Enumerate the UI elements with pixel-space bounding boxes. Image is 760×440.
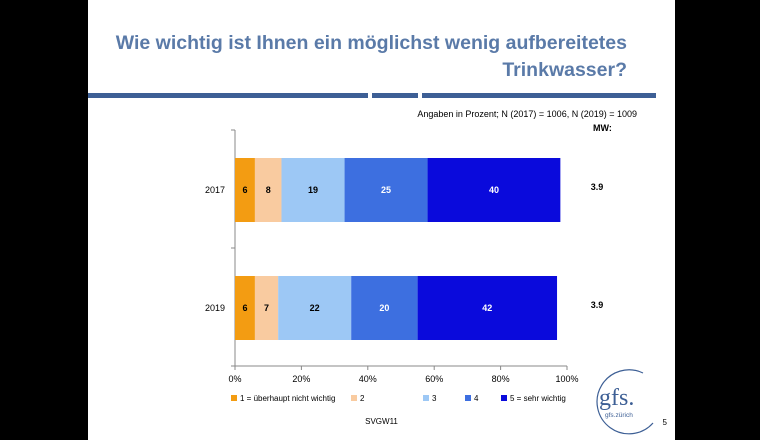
mw-value-2019: 3.9 xyxy=(590,300,604,310)
data-label: 6 xyxy=(242,303,247,313)
mw-value-2017: 3.9 xyxy=(590,182,604,192)
data-label: 19 xyxy=(308,185,318,195)
legend-label: 4 xyxy=(474,394,479,403)
mw-label: MW: xyxy=(593,123,612,133)
data-label: 8 xyxy=(266,185,271,195)
bar-segment xyxy=(417,276,558,340)
bar-segment xyxy=(344,158,428,222)
legend-label: 5 = sehr wichtig xyxy=(510,394,566,403)
data-label: 25 xyxy=(381,185,391,195)
title-line-2: Trinkwasser? xyxy=(502,59,627,81)
data-label: 42 xyxy=(482,303,492,313)
legend-label: 1 = überhaupt nicht wichtig xyxy=(240,394,335,403)
category-label: 2017 xyxy=(205,185,225,195)
title-divider xyxy=(88,93,656,98)
category-label: 2019 xyxy=(205,303,225,313)
x-tick-label: 0% xyxy=(228,374,241,384)
data-label: 40 xyxy=(489,185,499,195)
bar-segment xyxy=(427,158,561,222)
data-label: 22 xyxy=(310,303,320,313)
x-tick-label: 80% xyxy=(492,374,510,384)
legend-swatch xyxy=(465,395,471,401)
bar-segment xyxy=(235,276,255,340)
bar-segment xyxy=(281,158,345,222)
x-tick-label: 60% xyxy=(425,374,443,384)
data-label: 6 xyxy=(242,185,247,195)
legend-swatch xyxy=(423,395,429,401)
stacked-bar-chart: 0% 20% 40% 60% 80% 100% 2017 6 8 19 25 40 2019 6 7 22 20… xyxy=(205,129,579,403)
legend-label: 2 xyxy=(360,394,365,403)
x-tick-label: 40% xyxy=(359,374,377,384)
legend-swatch xyxy=(351,395,357,401)
chart-subtitle: Angaben in Prozent; N (2017) = 1006, N (… xyxy=(417,109,637,119)
bar-segment xyxy=(254,158,282,222)
data-label: 7 xyxy=(264,303,269,313)
page-number: 5 xyxy=(662,418,667,427)
bar-segment xyxy=(351,276,418,340)
bar-segment xyxy=(278,276,352,340)
title-line-1: Wie wichtig ist Ihnen ein möglichst weni… xyxy=(115,32,627,54)
svg-text:gfs.zürich: gfs.zürich xyxy=(605,412,633,419)
svg-text:gfs.: gfs. xyxy=(599,385,634,411)
bar-segment xyxy=(254,276,279,340)
x-tick-label: 100% xyxy=(555,374,578,384)
legend-swatch xyxy=(231,395,237,401)
page-title: Wie wichtig ist Ihnen ein möglichst weni… xyxy=(88,30,627,84)
bar-segment xyxy=(235,158,255,222)
footer-code: SVGW11 xyxy=(365,417,398,426)
legend-swatch xyxy=(501,395,507,401)
data-label: 20 xyxy=(379,303,389,313)
slide: Wie wichtig ist Ihnen ein möglichst weni… xyxy=(88,0,675,440)
x-tick-label: 20% xyxy=(292,374,310,384)
gfs-logo: gfs. gfs.zürich xyxy=(596,369,654,435)
legend-label: 3 xyxy=(432,394,437,403)
